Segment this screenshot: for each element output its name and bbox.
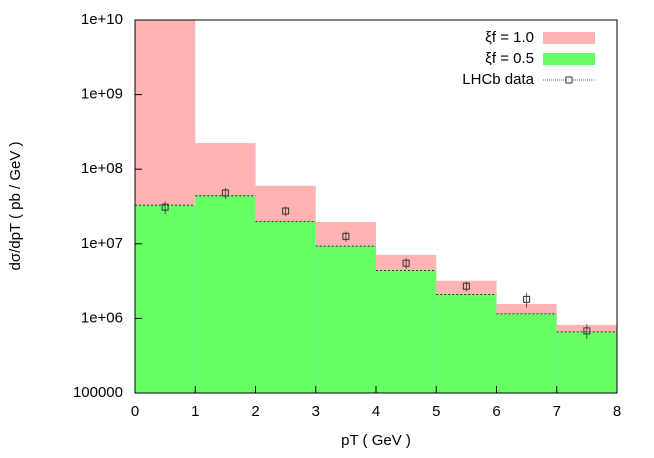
data-point — [161, 203, 169, 211]
y-tick-label: 1e+09 — [81, 86, 123, 103]
x-tick-label: 4 — [372, 403, 380, 420]
bar — [436, 294, 497, 393]
bar — [195, 195, 256, 393]
x-axis-label: pT ( GeV ) — [341, 432, 411, 449]
bar — [556, 331, 617, 393]
y-tick-label: 1e+07 — [81, 235, 123, 252]
data-point — [402, 259, 410, 267]
legend-swatch — [543, 32, 595, 44]
bar — [496, 313, 557, 393]
legend-swatch — [543, 53, 595, 65]
data-point — [523, 295, 531, 303]
x-tick-label: 0 — [131, 403, 139, 420]
data-point — [462, 282, 470, 290]
legend-label: LHCb data — [462, 71, 534, 88]
data-point — [342, 232, 350, 240]
x-tick-label: 6 — [492, 403, 500, 420]
data-point — [221, 189, 229, 197]
bar — [255, 221, 316, 393]
y-axis-label: dσ/dpT ( pb / GeV ) — [7, 141, 24, 270]
legend-label: ξf = 1.0 — [485, 29, 534, 46]
y-tick-label: 100000 — [73, 384, 123, 401]
x-tick-label: 8 — [613, 403, 621, 420]
x-tick-label: 3 — [312, 403, 320, 420]
x-tick-label: 2 — [251, 403, 259, 420]
x-tick-label: 1 — [191, 403, 199, 420]
data-point — [583, 327, 591, 335]
x-tick-label: 7 — [553, 403, 561, 420]
bar — [376, 270, 437, 393]
legend-label: ξf = 0.5 — [485, 50, 534, 67]
x-tick-label: 5 — [432, 403, 440, 420]
y-tick-label: 1e+10 — [81, 11, 123, 28]
y-tick-label: 1e+08 — [81, 160, 123, 177]
legend-swatch — [565, 76, 573, 84]
bar — [135, 205, 196, 393]
data-point — [282, 207, 290, 215]
y-tick-label: 1e+06 — [81, 309, 123, 326]
bar — [315, 246, 376, 393]
